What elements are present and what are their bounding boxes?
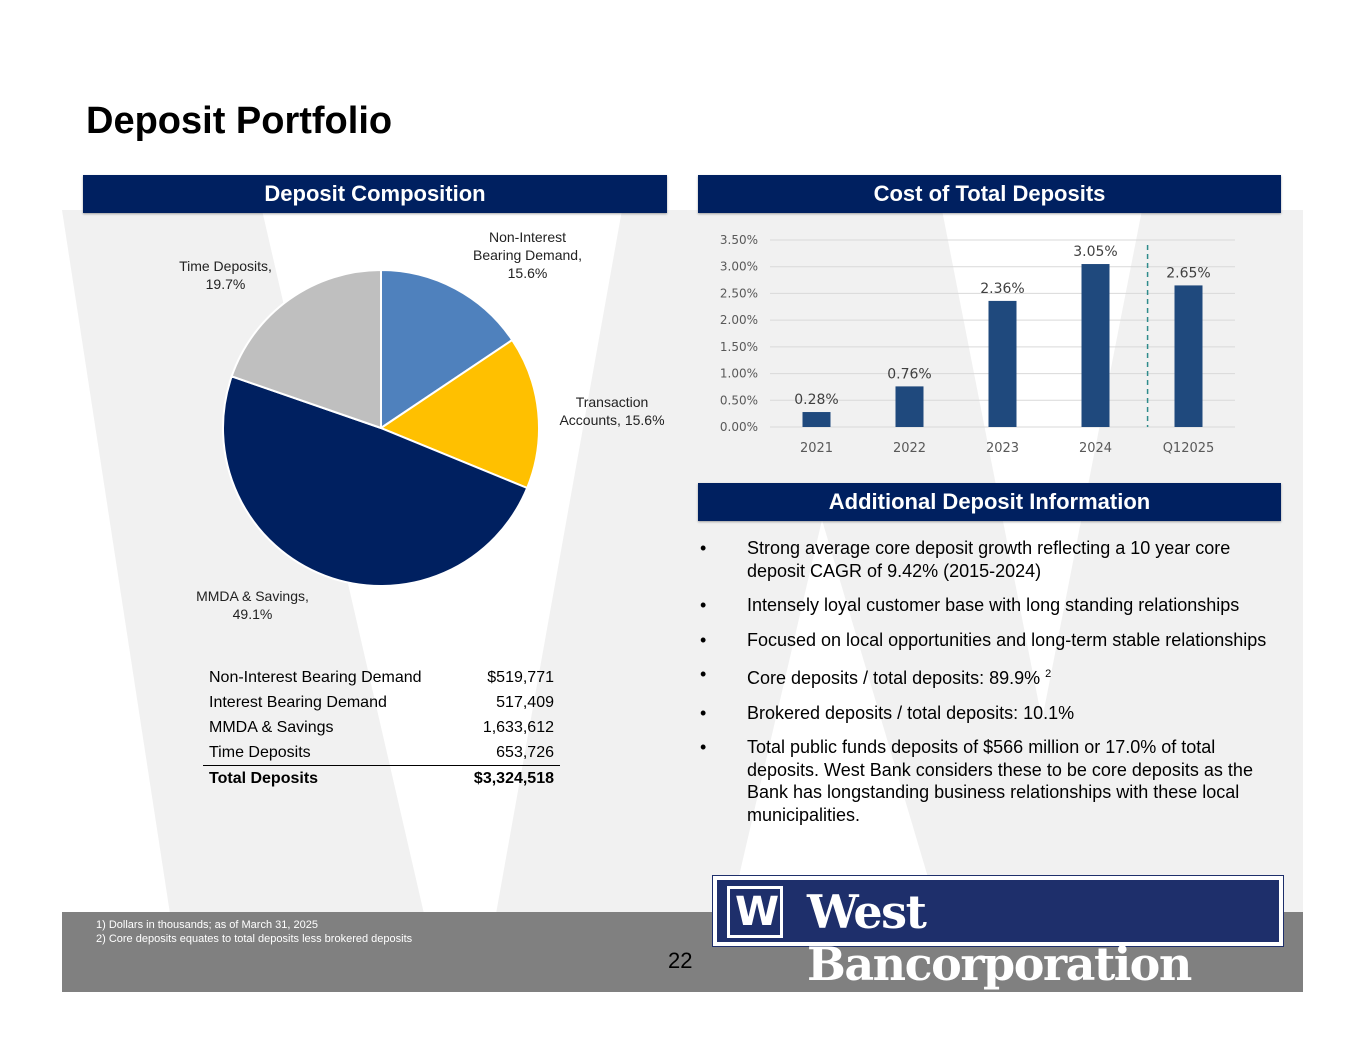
table-row: MMDA & Savings 1,633,612	[203, 715, 560, 740]
y-tick-label: 0.00%	[720, 420, 758, 434]
bullet-icon: •	[700, 664, 707, 684]
deposit-table: Non-Interest Bearing Demand $519,771 Inte…	[203, 665, 560, 791]
table-row: Interest Bearing Demand 517,409	[203, 690, 560, 715]
list-item: • Core deposits / total deposits: 89.9% 2	[700, 664, 1052, 688]
data-label: 0.28%	[794, 392, 838, 408]
bullet-icon: •	[700, 595, 707, 615]
pie-slice-2	[222, 375, 529, 587]
pie-label-time: Time Deposits, 19.7%	[179, 258, 272, 292]
bullet-icon: •	[700, 702, 707, 723]
bullet-icon: •	[700, 737, 707, 757]
y-tick-label: 1.00%	[720, 367, 758, 381]
row-value: 1,633,612	[482, 718, 554, 736]
cost-of-deposits-chart: 0.00% 0.50% 1.00% 1.50% 2.00% 2.50% 3.00% 3.50%…	[720, 233, 1235, 456]
row-label: Interest Bearing Demand	[209, 693, 387, 711]
footnote-ref: 2	[1045, 668, 1052, 680]
data-label: 0.76%	[887, 366, 931, 382]
bar-2024	[1081, 264, 1110, 427]
logo-mark: W	[727, 886, 783, 938]
y-tick-label: 3.00%	[720, 260, 758, 274]
pie-label-transaction: Transaction Accounts, 15.6%	[559, 394, 665, 428]
x-tick-label: Q12025	[1163, 441, 1215, 456]
x-tick-label: 2023	[986, 441, 1019, 456]
list-item: • Brokered deposits / total deposits: 10.…	[700, 702, 1075, 723]
data-label: 3.05%	[1073, 244, 1117, 260]
data-label: 2.65%	[1166, 265, 1210, 281]
footnote-2: 2) Core deposits equates to total deposi…	[96, 933, 413, 945]
bullet-icon: •	[700, 538, 707, 558]
pie-label-nib: Non-Interest Bearing Demand, 15.6%	[473, 229, 582, 281]
list-item: • Intensely loyal customer base with long…	[700, 595, 1240, 615]
table-row: Non-Interest Bearing Demand $519,771	[203, 665, 560, 690]
pie-slice-0	[380, 268, 514, 430]
list-item: • Focused on local opportunities and long…	[700, 629, 1267, 650]
row-value: $519,771	[487, 668, 554, 686]
x-tick-label: 2021	[800, 441, 833, 456]
table-total-row: Total Deposits $3,324,518	[203, 765, 560, 791]
pie-label-mmda: MMDA & Savings, 49.1%	[196, 588, 309, 622]
y-tick-label: 2.00%	[720, 313, 758, 327]
row-label: MMDA & Savings	[209, 718, 334, 736]
bar-2022	[895, 386, 924, 427]
logo-name: West Bancorporation	[807, 885, 1192, 991]
y-tick-label: 3.50%	[720, 233, 758, 247]
data-label: 2.36%	[980, 281, 1024, 297]
x-tick-label: 2022	[893, 441, 926, 456]
row-value: 517,409	[496, 693, 554, 711]
page-title: Deposit Portfolio	[86, 100, 393, 142]
total-value: $3,324,518	[456, 765, 560, 791]
bar-Q12025	[1174, 285, 1203, 427]
list-item: • Total public funds deposits of $566 mil…	[700, 737, 1253, 825]
pie-slice-3	[230, 268, 382, 430]
row-label: Non-Interest Bearing Demand	[209, 668, 422, 686]
bullet-icon: •	[700, 629, 707, 650]
deposit-info-list: • Strong average core deposit growth refl…	[700, 537, 1280, 838]
bar-2021	[802, 412, 831, 427]
y-tick-label: 0.50%	[720, 393, 758, 407]
footnote-1: 1) Dollars in thousands; as of March 31,…	[96, 919, 318, 931]
w-watermark	[62, 210, 1303, 992]
deposit-composition-header: Deposit Composition	[83, 175, 667, 213]
row-label: Time Deposits	[209, 743, 311, 761]
row-value: 653,726	[496, 743, 554, 761]
y-tick-label: 2.50%	[720, 286, 758, 300]
cost-of-deposits-header: Cost of Total Deposits	[698, 175, 1281, 213]
west-bancorporation-logo: W West Bancorporation	[712, 875, 1284, 990]
list-item: • Strong average core deposit growth refl…	[700, 538, 1231, 581]
pie-slice-1	[378, 338, 540, 490]
y-tick-label: 1.50%	[720, 340, 758, 354]
additional-info-header: Additional Deposit Information	[698, 483, 1281, 521]
x-tick-label: 2024	[1079, 441, 1112, 456]
total-label: Total Deposits	[203, 765, 457, 791]
deposit-composition-pie	[222, 268, 540, 587]
table-row: Time Deposits 653,726	[203, 740, 560, 766]
bar-2023	[988, 300, 1017, 427]
page-number: 22	[668, 948, 693, 973]
